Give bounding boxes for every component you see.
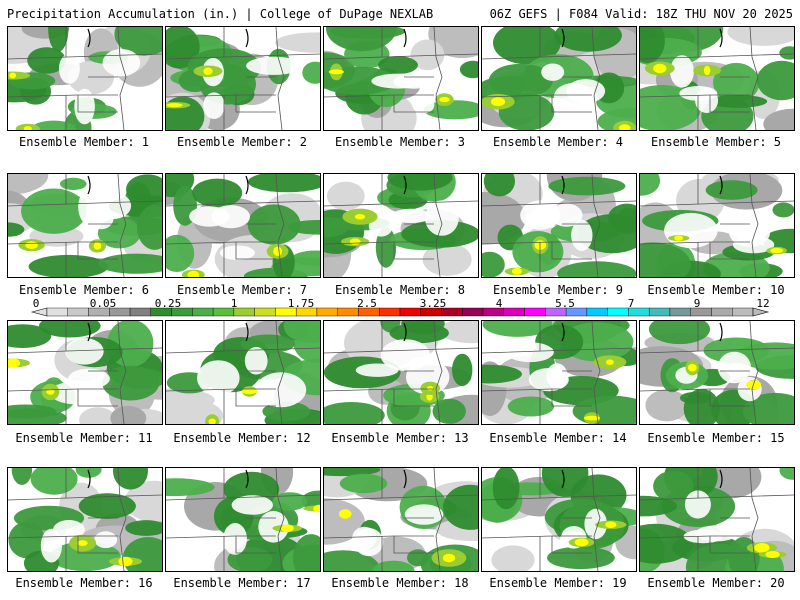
ensemble-member-map [481,320,637,425]
colorbar-tick-label: 3.25 [419,297,447,310]
ensemble-member-map [481,173,637,278]
ensemble-member-label: Ensemble Member: 13 [331,431,469,445]
ensemble-member-map [165,467,321,572]
colorbar-swatch [109,307,131,317]
colorbar-tick-label: 5.5 [555,297,575,310]
ensemble-member-label: Ensemble Member: 16 [15,576,153,590]
colorbar-swatch [129,307,152,317]
colorbar-swatch [565,307,588,317]
colorbar-swatch [316,307,338,317]
ensemble-member-label: Ensemble Member: 10 [647,283,785,297]
ensemble-member-label: Ensemble Member: 1 [18,135,150,149]
chart-title: Precipitation Accumulation (in.) | Colle… [7,7,434,21]
colorbar-swatch [607,307,629,317]
ensemble-member-map [7,467,163,572]
ensemble-member-map [639,467,795,572]
precipitation-colorbar [30,307,770,317]
ensemble-member-map [7,26,163,131]
colorbar-swatch [482,307,505,317]
ensemble-member-label: Ensemble Member: 18 [331,576,469,590]
colorbar-tick-labels: 0 0.05 0.25 1 1.75 2.5 3.25 4 5.5 7 9 12 [0,297,800,310]
colorbar-tick-label: 0.05 [89,297,117,310]
colorbar-tick-label: 9 [693,297,701,310]
colorbar-tick-label: 0 [32,297,40,310]
ensemble-member-map [323,26,479,131]
colorbar-swatch [690,307,712,317]
ensemble-member-label: Ensemble Member: 6 [18,283,150,297]
colorbar-swatch [503,307,525,317]
colorbar-swatch [358,307,380,317]
colorbar-swatch [67,307,89,317]
colorbar-tick-label: 4 [495,297,503,310]
ensemble-member-map [323,173,479,278]
ensemble-member-map [7,320,163,425]
colorbar-swatch [399,307,421,317]
ensemble-member-map [165,173,321,278]
ensemble-member-label: Ensemble Member: 20 [647,576,785,590]
colorbar-swatch [88,307,110,317]
ensemble-member-map [481,467,637,572]
colorbar-swatch [379,307,401,317]
colorbar-swatch [628,307,650,317]
ensemble-member-label: Ensemble Member: 11 [15,431,153,445]
colorbar-tick-label: 2.5 [357,297,377,310]
ensemble-member-map [165,320,321,425]
ensemble-member-map [323,320,479,425]
colorbar-tick-label: 1.75 [287,297,315,310]
ensemble-member-map [639,173,795,278]
colorbar-swatch [233,307,255,317]
ensemble-member-map [639,26,795,131]
colorbar-swatch [669,307,691,317]
ensemble-member-label: Ensemble Member: 17 [173,576,311,590]
colorbar-swatch [545,307,567,317]
colorbar-swatch [732,307,754,317]
ensemble-member-label: Ensemble Member: 5 [650,135,782,149]
colorbar-tick-label: 1 [230,297,238,310]
colorbar-swatch [711,307,733,317]
ensemble-member-label: Ensemble Member: 14 [489,431,627,445]
ensemble-member-label: Ensemble Member: 7 [176,283,308,297]
colorbar-tick-label: 7 [627,297,635,310]
ensemble-member-map [323,467,479,572]
ensemble-member-label: Ensemble Member: 9 [492,283,624,297]
colorbar-swatch [150,307,172,317]
colorbar-swatch [441,307,463,317]
colorbar-swatch [295,307,318,317]
colorbar-tick-label: 12 [756,297,770,310]
ensemble-member-map [165,26,321,131]
ensemble-member-label: Ensemble Member: 15 [647,431,785,445]
ensemble-member-map [639,320,795,425]
ensemble-member-map [481,26,637,131]
ensemble-member-label: Ensemble Member: 2 [176,135,308,149]
colorbar-swatch [420,307,442,317]
colorbar-swatch [462,307,484,317]
colorbar-swatch [524,307,546,317]
ensemble-member-label: Ensemble Member: 12 [173,431,311,445]
colorbar-swatch [275,307,297,317]
colorbar-swatch [171,307,193,317]
colorbar-swatch [586,307,608,317]
ensemble-member-label: Ensemble Member: 19 [489,576,627,590]
ensemble-member-label: Ensemble Member: 3 [334,135,466,149]
colorbar-swatch [337,307,359,317]
colorbar-swatch [648,307,671,317]
colorbar-swatch [254,307,276,317]
colorbar-swatch [192,307,214,317]
ensemble-member-map [7,173,163,278]
colorbar-swatch [212,307,235,317]
ensemble-member-label: Ensemble Member: 8 [334,283,466,297]
model-valid-time: 06Z GEFS | F084 Valid: 18Z THU NOV 20 20… [489,7,793,21]
colorbar-swatch [46,307,68,317]
colorbar-tick-label: 0.25 [154,297,182,310]
ensemble-member-label: Ensemble Member: 4 [492,135,624,149]
